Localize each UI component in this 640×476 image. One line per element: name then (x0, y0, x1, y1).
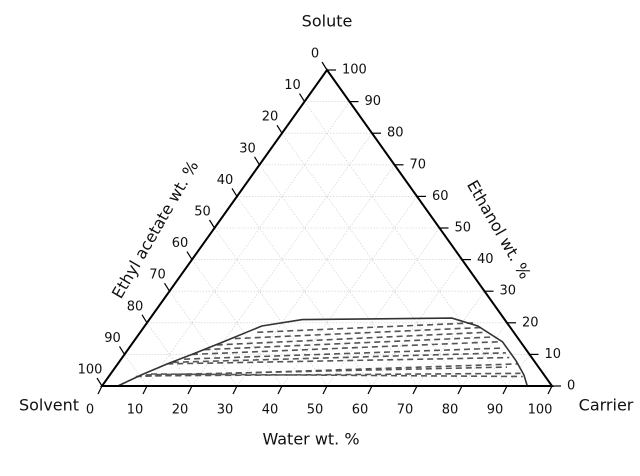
tie-line-8 (191, 340, 499, 356)
grid-line (169, 291, 238, 387)
tie-line-9 (204, 336, 493, 351)
grid-line (214, 227, 328, 387)
bottom-tick (502, 385, 508, 395)
left-tick (118, 346, 126, 355)
grid-line (304, 101, 508, 387)
right-tick-label: 30 (500, 284, 517, 299)
tie-line-4 (151, 373, 523, 378)
left-tick-label: 30 (239, 141, 256, 156)
right-tick-label: 90 (365, 94, 382, 109)
binodal-curve-group (117, 317, 529, 387)
bottom-tick (187, 385, 193, 395)
bottom-tick (547, 385, 553, 395)
tie-line-10 (216, 331, 487, 346)
vertex-label-right: Carrier (579, 396, 634, 415)
bottom-tick (457, 385, 463, 395)
tie-line-11 (234, 326, 482, 340)
left-tick (141, 314, 148, 324)
grid-line (506, 354, 530, 387)
bottom-tick-label: 70 (397, 403, 414, 418)
vertex-label-top: Solute (302, 12, 353, 31)
bottom-tick (97, 385, 103, 395)
left-tick-label: 10 (284, 78, 301, 93)
right-axis-title: Ethanol wt. % (463, 177, 535, 282)
bottom-tick-label: 0 (86, 403, 94, 418)
left-tick-label: 20 (262, 110, 279, 125)
right-tick-label: 20 (522, 315, 539, 330)
left-tick (231, 188, 238, 197)
bottom-tick (232, 385, 238, 395)
right-tick-label: 80 (387, 126, 404, 141)
bottom-tick (277, 385, 283, 395)
bottom-tick-label: 80 (442, 403, 459, 418)
right-tick-label: 70 (410, 157, 427, 172)
left-tick (208, 219, 216, 229)
left-tick (298, 93, 306, 102)
left-tick-label: 60 (172, 236, 189, 251)
grid-line (236, 164, 395, 387)
bottom-tick-label: 50 (307, 403, 324, 418)
left-tick-label: 80 (127, 299, 144, 314)
grid-line (124, 354, 148, 387)
left-tick-label: 0 (311, 47, 319, 62)
left-tick (163, 282, 171, 292)
left-tick (321, 61, 328, 71)
left-tick-label: 90 (104, 331, 121, 346)
left-tick-label: 40 (217, 173, 234, 188)
tie-line-6 (172, 352, 506, 364)
axis-ticks (96, 61, 561, 395)
grid-line (259, 164, 418, 387)
grid-line (146, 322, 193, 387)
left-tick (276, 124, 283, 134)
right-tick-label: 40 (477, 252, 494, 267)
bottom-tick (367, 385, 373, 395)
tie-line-3 (145, 372, 521, 377)
tie-line-7 (184, 347, 503, 360)
right-tick-label: 50 (455, 221, 472, 236)
axis-labels: 0 10 20 30 40 50 60 70 80 90 100010203040506070809… (19, 12, 634, 449)
binodal-curve (117, 317, 529, 387)
bottom-tick (142, 385, 148, 395)
grid-line (461, 322, 508, 387)
bottom-axis-title: Water wt. % (262, 430, 359, 449)
tie-line-12 (257, 322, 476, 334)
right-tick-label: 100 (342, 63, 367, 78)
grid-line (326, 227, 440, 387)
right-tick-label: 0 (567, 379, 575, 394)
bottom-tick-label: 100 (528, 403, 553, 418)
tie-line-2 (145, 366, 508, 376)
bottom-tick-label: 60 (352, 403, 369, 418)
left-tick (96, 377, 103, 387)
tie-lines (135, 322, 523, 378)
grid-line (191, 133, 373, 387)
tie-line-5 (167, 356, 510, 365)
left-tick (253, 156, 261, 166)
right-tick-label: 60 (432, 189, 449, 204)
grid-line (371, 259, 463, 387)
left-tick-label: 70 (149, 268, 166, 283)
right-tick-label: 10 (545, 347, 562, 362)
bottom-tick-label: 40 (262, 403, 279, 418)
grid-line (146, 101, 350, 387)
grid-line (191, 259, 283, 387)
grid-lines (124, 101, 530, 387)
left-tick (186, 251, 193, 260)
bottom-tick (412, 385, 418, 395)
bottom-tick-label: 20 (172, 403, 189, 418)
bottom-tick-label: 10 (127, 403, 144, 418)
grid-line (416, 291, 485, 387)
vertex-label-left: Solvent (19, 396, 79, 415)
left-tick-label: 50 (194, 205, 211, 220)
bottom-tick-label: 90 (487, 403, 504, 418)
bottom-tick-label: 30 (217, 403, 234, 418)
bottom-tick (322, 385, 328, 395)
left-tick-label: 100 (78, 363, 103, 378)
